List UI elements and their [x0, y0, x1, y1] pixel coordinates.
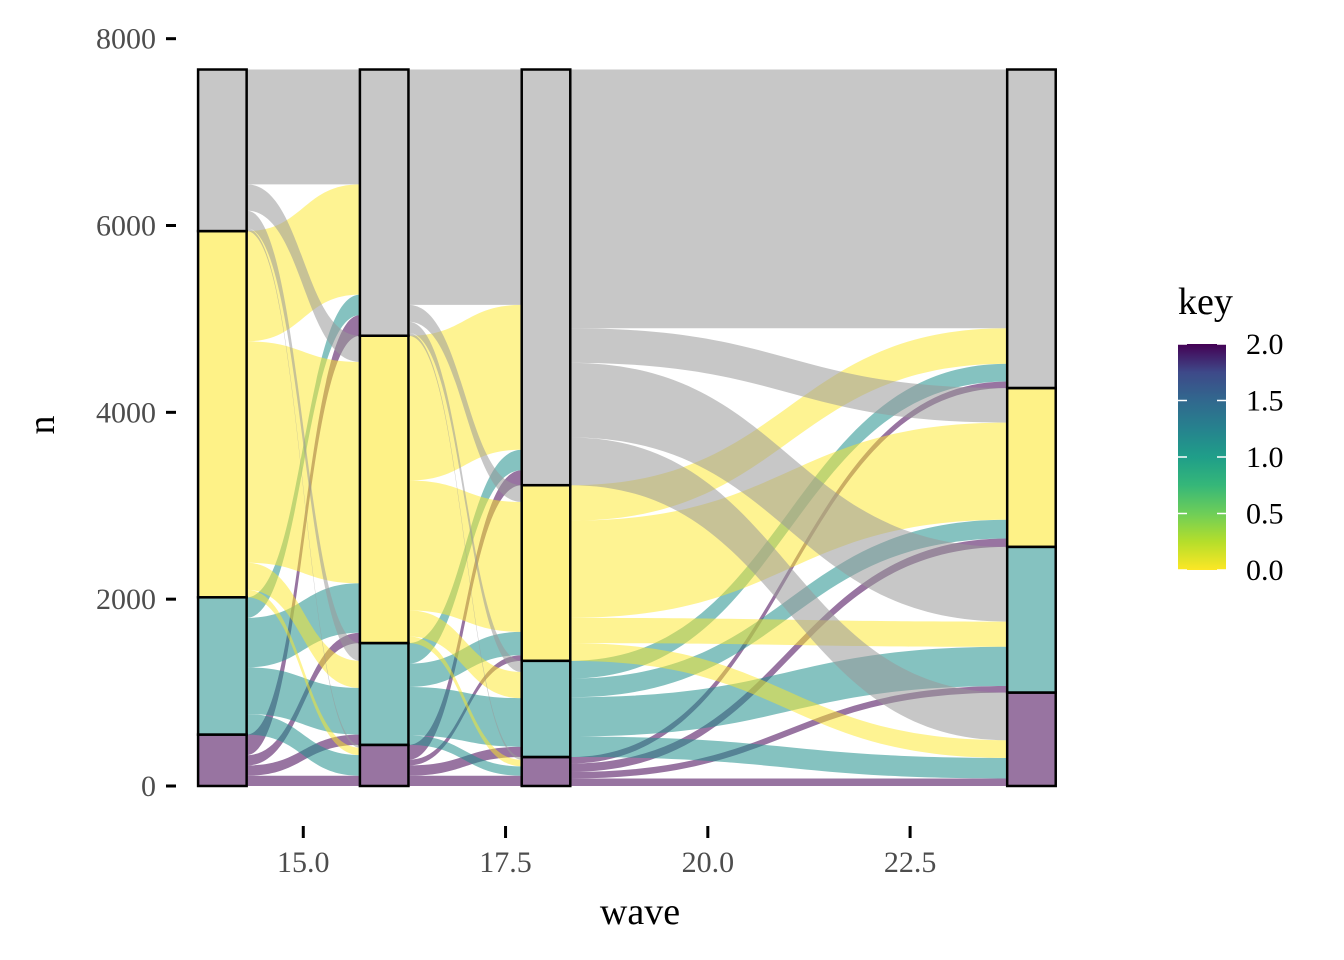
flow-18-24-0-to-2 — [570, 643, 1008, 758]
flow-16-18-0-to-0 — [408, 480, 522, 632]
legend-tick-label: 0.5 — [1246, 498, 1284, 531]
legend-tick-label: 1.5 — [1246, 385, 1284, 418]
flow-18-24-1-to-2 — [570, 736, 1008, 779]
stratum-wave-16-key-0 — [358, 334, 410, 645]
legend-tick-label: 0.0 — [1246, 554, 1284, 587]
stratum-wave-16-key-1 — [358, 641, 410, 747]
flow-14-16-NA-to-NA — [246, 69, 360, 185]
y-tick-label: 6000 — [96, 210, 156, 243]
flow-18-24-0-to-1 — [570, 617, 1008, 647]
flow-18-24-2-to-0 — [570, 538, 1008, 772]
stratum-wave-18-key-0 — [520, 483, 572, 663]
x-tick-label: 17.5 — [479, 846, 532, 879]
x-tick-label: 15.0 — [277, 846, 330, 879]
stratum-wave-14-key-1 — [196, 596, 248, 736]
flow-18-24-2-to-2 — [570, 778, 1008, 786]
flow-16-18-0-to-NA — [408, 304, 522, 481]
flow-18-24-NA-to-NA — [570, 69, 1008, 329]
x-tick-label: 22.5 — [884, 846, 937, 879]
flows-layer — [246, 69, 1008, 786]
y-axis-title: n — [21, 416, 63, 435]
legend-tick-label: 1.0 — [1246, 441, 1284, 474]
y-tick-label: 8000 — [96, 23, 156, 56]
flow-16-18-NA-to-1 — [408, 321, 522, 673]
stratum-wave-18-key-2 — [520, 755, 572, 788]
y-tick-label: 2000 — [96, 583, 156, 616]
stratum-wave-16-key-NA — [358, 68, 410, 337]
flow-18-24-2-to-1 — [570, 686, 1008, 779]
flow-16-18-2-to-2 — [408, 775, 522, 786]
flow-14-16-NA-to-1 — [246, 210, 360, 661]
flow-18-24-NA-to-1 — [570, 362, 1008, 622]
flow-18-24-NA-to-0 — [570, 328, 1008, 423]
y-tick-label: 0 — [141, 770, 156, 803]
stratum-wave-14-key-2 — [196, 733, 248, 788]
stratum-wave-16-key-2 — [358, 743, 410, 788]
flow-14-16-NA-to-0 — [246, 184, 360, 362]
flow-16-18-1-to-2 — [408, 735, 522, 776]
flow-14-16-1-to-1 — [246, 667, 360, 735]
legend-title: key — [1178, 281, 1233, 323]
stratum-wave-18-key-NA — [520, 68, 572, 487]
stratum-wave-14-key-NA — [196, 68, 248, 233]
legend-tick-label: 2.0 — [1246, 328, 1284, 361]
flow-14-16-NA-to-2 — [246, 228, 360, 748]
stratum-wave-18-key-1 — [520, 659, 572, 759]
stratum-wave-24-key-1 — [1005, 545, 1057, 694]
flow-16-18-0-to-1 — [408, 610, 522, 699]
flow-14-16-0-to-0 — [246, 341, 360, 584]
axes-layer: 0 2000 4000 6000 8000 15.0 17.5 20.0 22.5 wave n — [21, 23, 936, 933]
flow-16-18-NA-to-2 — [408, 332, 522, 760]
stratum-wave-24-key-NA — [1005, 68, 1057, 390]
strata-layer — [196, 68, 1057, 788]
flow-16-18-1-to-1 — [408, 686, 522, 747]
stratum-wave-24-key-2 — [1005, 691, 1057, 788]
flow-18-24-NA-to-2 — [570, 437, 1008, 741]
flow-16-18-0-to-2 — [408, 636, 522, 767]
flow-14-16-0-to-1 — [246, 562, 360, 688]
flow-16-18-2-to-1 — [408, 746, 522, 776]
x-axis-title: wave — [600, 891, 680, 933]
y-tick-label: 4000 — [96, 396, 156, 429]
stratum-wave-24-key-0 — [1005, 386, 1057, 549]
flow-14-16-1-to-2 — [246, 714, 360, 776]
flow-16-18-NA-to-0 — [408, 304, 522, 503]
stratum-wave-14-key-0 — [196, 229, 248, 599]
legend-layer: key 0.0 0.5 1.0 1.5 2.0 — [1178, 281, 1284, 587]
flow-14-16-2-to-2 — [246, 775, 360, 786]
flow-16-18-NA-to-NA — [408, 69, 522, 305]
x-tick-label: 20.0 — [682, 846, 735, 879]
flow-14-16-0-to-2 — [246, 589, 360, 756]
